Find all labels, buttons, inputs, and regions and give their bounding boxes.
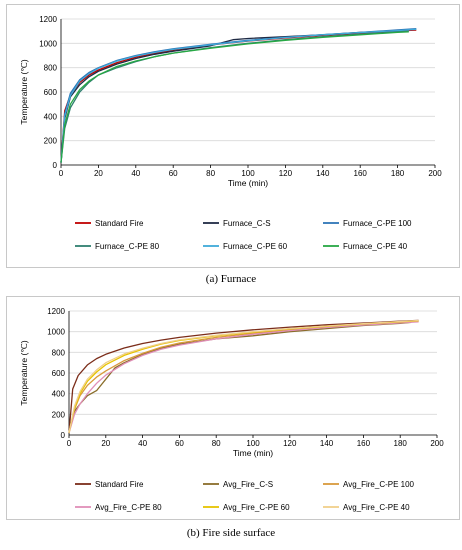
x-tick-label: 100: [246, 439, 260, 448]
y-axis-title: Temperature (℃): [19, 59, 29, 124]
series-line-3: [60, 30, 409, 163]
series-line-2: [60, 28, 417, 163]
caption-fire-side-surface: (b) Fire side surface: [186, 527, 276, 539]
series-line-0: [60, 29, 417, 163]
y-tick-label: 1000: [47, 328, 65, 337]
y-tick-label: 600: [52, 369, 66, 378]
x-tick-label: 160: [357, 439, 371, 448]
fire-side-surface-chart: 0 200 400 600 800 1000 1200 0 20 40 60 80 100 120 140 1…: [19, 307, 444, 512]
legend-label: Avg_Fire_C-PE 100: [343, 480, 415, 489]
legend-label: Avg_Fire_C-PE 60: [223, 503, 290, 512]
x-tick-label: 60: [175, 439, 184, 448]
series-line-1: [68, 321, 412, 434]
y-tick-label: 1000: [39, 39, 57, 48]
x-tick-label: 100: [241, 169, 255, 178]
y-tick-label: 200: [44, 137, 58, 146]
chart-panel-fire-side-surface: 0 200 400 600 800 1000 1200 0 20 40 60 80 100 120 140 1…: [6, 296, 460, 520]
y-tick-label: 800: [52, 348, 66, 357]
y-tick-label: 1200: [39, 15, 57, 24]
x-tick-label: 20: [94, 169, 103, 178]
series-line-4: [68, 320, 419, 434]
x-tick-label: 120: [283, 439, 297, 448]
x-tick-label: 0: [67, 439, 72, 448]
series-line-0: [68, 319, 419, 433]
y-tick-label: 0: [53, 161, 58, 170]
x-tick-label: 180: [391, 169, 405, 178]
y-tick-label: 1200: [47, 307, 65, 316]
x-tick-label: 120: [279, 169, 293, 178]
legend-label: Avg_Fire_C-S: [223, 480, 273, 489]
legend-label: Furnace_C-PE 60: [223, 242, 288, 251]
x-tick-label: 20: [101, 439, 110, 448]
x-tick-label: 200: [428, 169, 442, 178]
series-line-3: [68, 321, 419, 434]
y-tick-label: 200: [52, 410, 66, 419]
series-line-1: [60, 29, 409, 163]
y-tick-label: 0: [61, 431, 66, 440]
legend-label: Furnace_C-PE 80: [95, 242, 160, 251]
legend-label: Furnace_C-S: [223, 219, 271, 228]
y-axis-title: Temperature (℃): [19, 340, 29, 405]
caption-furnace: (a) Furnace: [205, 273, 257, 285]
x-tick-label: 140: [320, 439, 334, 448]
x-tick-label: 180: [394, 439, 408, 448]
legend-label: Furnace_C-PE 100: [343, 219, 412, 228]
legend-label: Standard Fire: [95, 480, 144, 489]
series-line-4: [60, 28, 417, 163]
x-tick-label: 80: [206, 169, 215, 178]
x-tick-label: 140: [316, 169, 330, 178]
y-tick-label: 600: [44, 88, 58, 97]
legend-label: Avg_Fire_C-PE 80: [95, 503, 162, 512]
x-axis-title: Time (min): [233, 448, 273, 458]
series-line-5: [60, 31, 409, 163]
x-tick-label: 80: [212, 439, 221, 448]
series-line-5: [68, 319, 419, 434]
x-axis-title: Time (min): [228, 178, 268, 188]
y-tick-label: 400: [52, 390, 66, 399]
legend-label: Furnace_C-PE 40: [343, 242, 408, 251]
x-tick-label: 40: [131, 169, 140, 178]
x-tick-label: 200: [430, 439, 444, 448]
legend-label: Standard Fire: [95, 219, 144, 228]
x-tick-label: 40: [138, 439, 147, 448]
y-tick-label: 400: [44, 112, 58, 121]
furnace-chart: 0 200 400 600 800 1000 1200 0 20 40 60 80 100 120 140 1…: [19, 15, 442, 251]
chart-panel-furnace: 0 200 400 600 800 1000 1200 0 20 40 60 80 100 120 140 1…: [6, 4, 460, 268]
y-tick-label: 800: [44, 64, 58, 73]
x-tick-label: 0: [59, 169, 64, 178]
series-line-2: [68, 320, 419, 434]
x-tick-label: 160: [354, 169, 368, 178]
legend-label: Avg_Fire_C-PE 40: [343, 503, 410, 512]
x-tick-label: 60: [169, 169, 178, 178]
